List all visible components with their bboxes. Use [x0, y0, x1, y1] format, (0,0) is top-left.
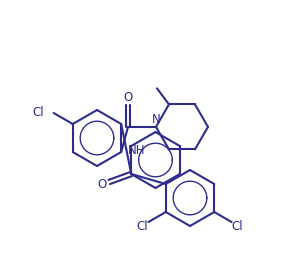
Text: Cl: Cl	[137, 221, 148, 234]
Text: N: N	[152, 113, 160, 126]
Text: O: O	[98, 177, 107, 191]
Text: O: O	[123, 91, 133, 104]
Text: NH: NH	[128, 145, 145, 157]
Text: Cl: Cl	[32, 106, 44, 120]
Text: Cl: Cl	[232, 221, 243, 234]
